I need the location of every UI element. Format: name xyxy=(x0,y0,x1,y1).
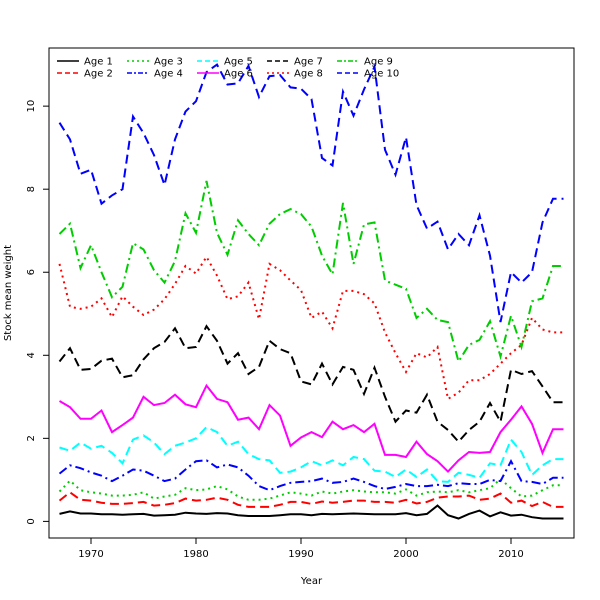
series-line-age-7 xyxy=(58,324,564,444)
y-tick-label-10: 10 xyxy=(26,100,37,113)
legend-label-age-5: Age 5 xyxy=(224,57,253,68)
legend-label-age-3: Age 3 xyxy=(154,57,183,68)
y-tick-label-6: 6 xyxy=(26,269,37,275)
plot-frame xyxy=(48,47,575,539)
legend-label-age-1: Age 1 xyxy=(84,57,113,68)
series-line-age-8 xyxy=(58,254,564,401)
plot-lines xyxy=(58,63,564,520)
x-tick-label-1970: 1970 xyxy=(78,549,103,560)
y-axis-title: Stock mean weight xyxy=(3,245,14,341)
legend-label-age-7: Age 7 xyxy=(294,57,323,68)
y-tick-label-2: 2 xyxy=(26,435,37,441)
y-tick-label-4: 4 xyxy=(26,352,37,358)
series-line-age-5 xyxy=(59,425,564,483)
series-line-age-9 xyxy=(58,180,564,364)
series-line-age-1 xyxy=(59,504,564,520)
y-axis: 0 2 4 6 8 10 xyxy=(26,100,49,525)
x-tick-label-2000: 2000 xyxy=(393,549,418,560)
x-tick-label-2010: 2010 xyxy=(498,549,523,560)
x-axis-title: Year xyxy=(300,576,323,587)
series-line-age-6 xyxy=(58,383,564,474)
legend-label-age-2: Age 2 xyxy=(84,69,113,80)
series-line-age-2 xyxy=(58,491,564,508)
legend-label-age-10: Age 10 xyxy=(364,69,399,80)
legend-label-age-4: Age 4 xyxy=(154,69,183,80)
series-line-age-3 xyxy=(58,477,564,501)
legend-label-age-8: Age 8 xyxy=(294,69,323,80)
y-tick-label-8: 8 xyxy=(26,186,37,192)
series-line-age-10 xyxy=(58,63,564,323)
x-tick-label-1980: 1980 xyxy=(183,549,208,560)
legend-label-age-9: Age 9 xyxy=(364,57,393,68)
y-tick-label-0: 0 xyxy=(26,518,37,524)
x-axis: 1970 1980 1990 2000 2010 xyxy=(78,538,524,560)
legend-label-age-6: Age 6 xyxy=(224,69,253,80)
x-tick-label-1990: 1990 xyxy=(288,549,313,560)
